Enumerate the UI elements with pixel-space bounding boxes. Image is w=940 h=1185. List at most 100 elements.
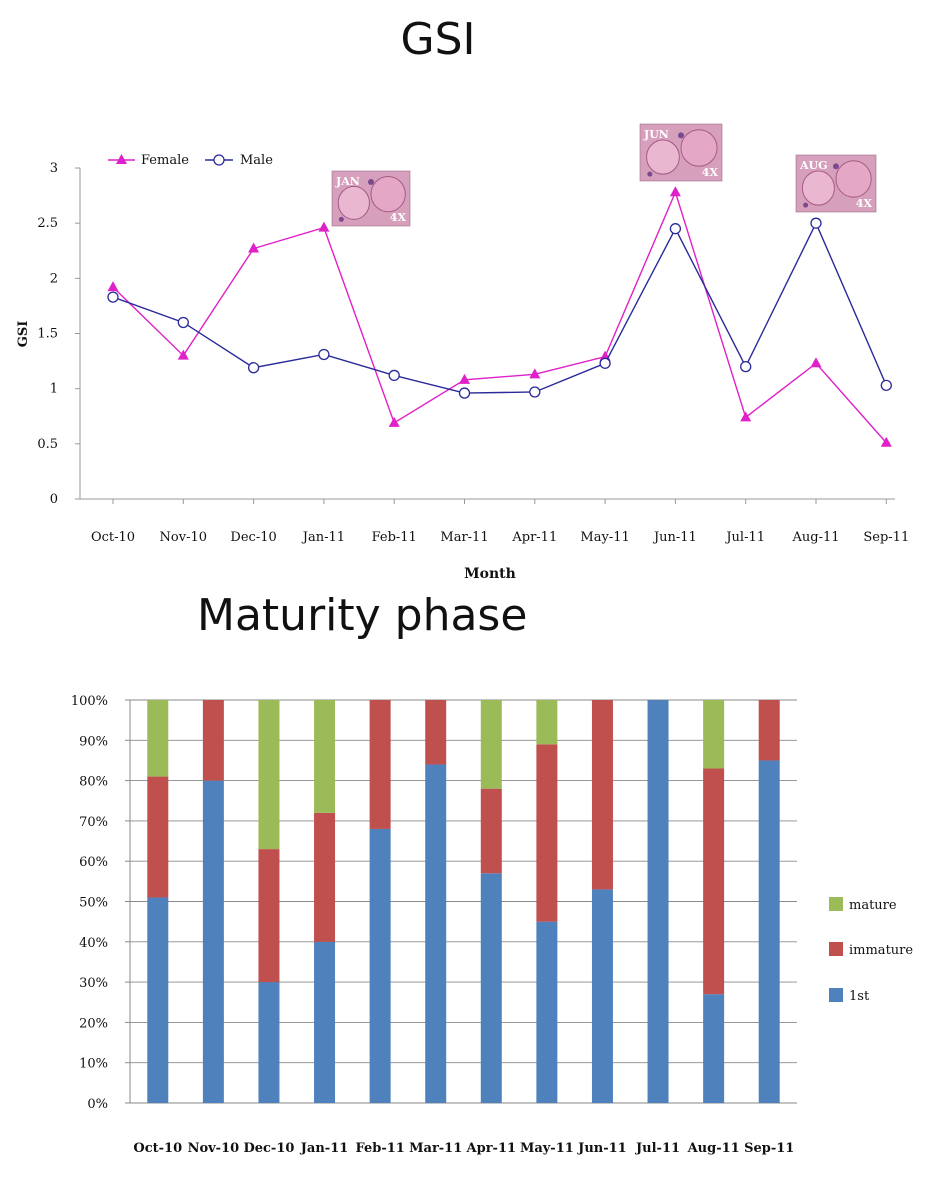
bar-segment-immature [758, 700, 780, 761]
y-tick-label: 3 [50, 161, 58, 176]
x-tick-label: Feb-11 [355, 1141, 404, 1156]
bar-segment-immature [147, 776, 169, 898]
bar-segment-1st [758, 760, 780, 1103]
male-point-marker [318, 348, 330, 361]
histology-thumbnail-jun: JUN 4X [639, 123, 723, 182]
x-tick-label: Dec-10 [243, 1141, 294, 1156]
histology-thumbnail-aug: AUG 4X [795, 154, 877, 213]
bar-segment-1st [314, 941, 336, 1103]
x-tick-label: Jan-11 [301, 530, 345, 545]
male-point-marker [458, 387, 471, 399]
x-tick-label: Aug-11 [687, 1141, 740, 1156]
x-tick-label: Feb-11 [372, 530, 417, 545]
cell-nucleus [368, 179, 374, 185]
x-tick-label: Apr-11 [511, 530, 557, 545]
x-tick-label: Oct-10 [133, 1141, 182, 1156]
legend-swatch-immature [829, 942, 843, 956]
cell-nucleus [833, 163, 839, 170]
cell-nucleus [803, 202, 809, 208]
y-tick-label: 70% [79, 815, 108, 830]
legend-label-1st: 1st [849, 989, 870, 1004]
x-tick-label: Jul-11 [635, 1141, 680, 1156]
male-point-marker [599, 357, 611, 369]
x-axis-title: Month [464, 566, 516, 582]
x-tick-label: Mar-11 [409, 1141, 462, 1156]
maturity-legend: mature immature 1st [829, 897, 913, 1004]
female-point-marker [810, 357, 822, 368]
y-tick-label: 90% [79, 734, 108, 749]
bar-segment-immature [202, 700, 224, 781]
oocyte-cell [370, 176, 406, 213]
bar-segment-1st [258, 982, 280, 1103]
y-tick-label: 10% [79, 1057, 108, 1072]
male-point-marker [880, 379, 892, 392]
legend-swatch-1st [829, 988, 843, 1002]
bar-segment-immature [536, 744, 558, 922]
x-tick-label: May-11 [520, 1141, 574, 1156]
bar-segment-immature [369, 700, 391, 829]
cell-nucleus [647, 171, 653, 177]
y-tick-label: 0.5 [37, 437, 58, 452]
y-axis-title: GSI [16, 321, 31, 348]
male-point-marker [669, 223, 682, 235]
y-tick-label: 2.5 [37, 216, 58, 231]
bar-segment-1st [202, 780, 224, 1103]
bar-segment-1st [703, 994, 725, 1103]
x-tick-label: Sep-11 [863, 530, 909, 545]
y-tick-label: 2 [50, 271, 58, 286]
y-tick-label: 80% [79, 775, 108, 790]
bar-segment-mature [258, 700, 280, 850]
bar-segment-immature [314, 812, 336, 942]
x-tick-label: Apr-11 [466, 1141, 517, 1156]
x-tick-label: May-11 [580, 530, 629, 545]
y-tick-label: 20% [79, 1016, 108, 1031]
male-point-marker [247, 362, 260, 374]
maturity-chart-title: Maturity phase [197, 590, 528, 641]
series-line-female [112, 190, 887, 444]
gsi-line-chart: 0 0.5 1 1.5 2 2.5 3 Oct-10 Nov-10 Dec-10 Jan-11 Feb… [16, 123, 909, 582]
bar-segment-mature [536, 700, 558, 745]
legend-label-immature: immature [849, 943, 913, 958]
x-tick-label: Jul-11 [724, 530, 765, 545]
x-tick-label: Jun-11 [577, 1141, 627, 1156]
gsi-legend: Female Male [108, 153, 273, 168]
female-point-marker [740, 411, 752, 422]
thumbnail-month-label: AUG [799, 159, 828, 172]
male-point-marker [529, 386, 541, 398]
female-point-marker [880, 436, 892, 447]
legend-label-mature: mature [849, 898, 897, 913]
y-tick-label: 0 [50, 492, 58, 507]
x-tick-label: Sep-11 [744, 1141, 794, 1156]
female-point-marker [669, 186, 681, 197]
thumbnail-month-label: JAN [335, 175, 360, 188]
legend-label-female: Female [141, 153, 189, 168]
legend-label-male: Male [240, 153, 273, 168]
oocyte-cell [646, 139, 680, 175]
y-tick-label: 1 [50, 382, 58, 397]
male-point-marker [810, 217, 822, 229]
female-point-marker [388, 416, 400, 427]
bar-segment-1st [369, 828, 391, 1103]
thumbnail-month-label: JUN [643, 128, 669, 141]
bar-segment-1st [536, 921, 558, 1103]
female-point-marker [318, 221, 330, 232]
male-point-marker [107, 291, 119, 303]
oocyte-cell [680, 129, 718, 167]
bar-segment-mature [147, 700, 169, 777]
bar-segment-immature [425, 700, 447, 765]
female-point-marker [529, 368, 541, 379]
bar-segment-mature [703, 700, 725, 769]
x-tick-label: Jun-11 [652, 530, 697, 545]
cell-nucleus [338, 216, 344, 222]
series-line-male [112, 221, 887, 394]
bar-segment-mature [314, 700, 336, 813]
y-tick-label: 50% [79, 896, 108, 911]
legend-marker-female [116, 154, 127, 164]
y-tick-label: 60% [79, 855, 108, 870]
y-tick-label: 100% [71, 694, 108, 709]
thumbnail-magnification-label: 4X [856, 197, 873, 210]
female-point-marker [107, 281, 119, 292]
y-tick-label: 40% [79, 936, 108, 951]
oocyte-cell [835, 160, 872, 198]
